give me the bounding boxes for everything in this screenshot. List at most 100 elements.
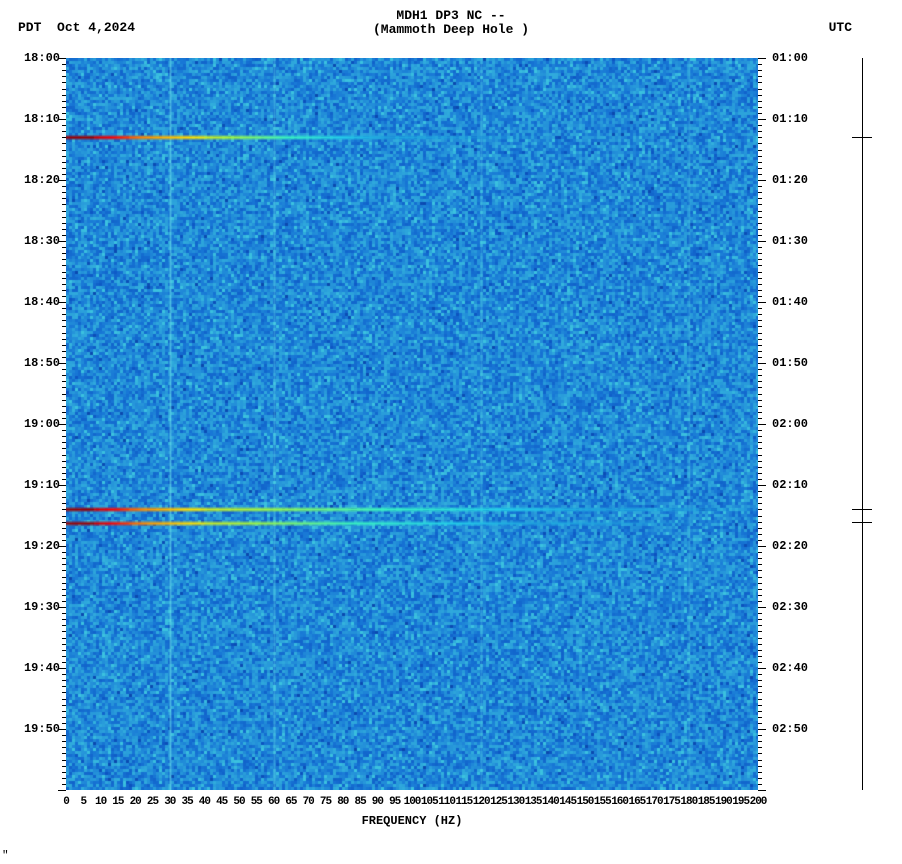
y-tick-right [758,577,762,578]
y-tick-right [758,82,762,83]
y-tick-left [62,686,66,687]
x-tick-label: 150 [577,796,594,808]
y-tick-right [758,247,762,248]
y-tick-left [62,369,66,370]
y-tick-left [62,70,66,71]
x-tick-label: 30 [164,796,175,808]
y-tick-left [62,314,66,315]
y-tick-label-right: 01:50 [772,356,808,370]
y-tick-left [62,394,66,395]
y-tick-left [62,778,66,779]
y-tick-right [758,235,762,236]
x-tick-label: 155 [594,796,611,808]
y-tick-label-left: 19:30 [24,600,60,614]
y-tick-right [758,442,762,443]
y-tick-right [758,638,762,639]
y-tick-left [62,436,66,437]
x-tick-label: 165 [628,796,645,808]
y-tick-left [62,253,66,254]
y-tick-right [758,89,762,90]
y-tick-left [62,589,66,590]
x-axis-title: FREQUENCY (HZ) [66,814,758,828]
y-tick-right [758,656,762,657]
y-tick-label-right: 02:40 [772,661,808,675]
y-tick-left [62,76,66,77]
y-tick-right [758,497,762,498]
y-tick-label-left: 19:40 [24,661,60,675]
y-tick-left [62,259,66,260]
y-tick-right [758,302,766,303]
y-tick-right [758,735,762,736]
x-tick-label: 175 [663,796,680,808]
x-tick-label: 115 [455,796,472,808]
y-tick-left [62,211,66,212]
y-tick-label-right: 01:20 [772,173,808,187]
y-tick-left [62,265,66,266]
y-tick-left [62,137,66,138]
y-tick-left [62,290,66,291]
footer-mark: " [2,850,9,862]
y-tick-right [758,607,766,608]
y-tick-left [62,418,66,419]
y-tick-right [758,491,762,492]
y-tick-left [62,479,66,480]
x-tick-label: 130 [507,796,524,808]
y-tick-left [62,351,66,352]
y-tick-left [62,247,66,248]
y-tick-left [62,113,66,114]
y-tick-right [758,394,762,395]
y-tick-right [758,204,762,205]
y-tick-left [62,150,66,151]
y-tick-left [62,339,66,340]
y-tick-right [758,613,762,614]
y-tick-left [62,217,66,218]
y-tick-right [758,217,762,218]
side-vline [862,58,863,790]
y-tick-right [758,326,762,327]
y-tick-left [62,272,66,273]
y-tick-right [758,558,762,559]
y-tick-left [62,522,66,523]
y-tick-left [62,326,66,327]
y-tick-label-right: 02:20 [772,539,808,553]
y-tick-left [62,430,66,431]
y-tick-right [758,278,762,279]
x-tick-label: 110 [438,796,455,808]
y-tick-left [62,595,66,596]
x-tick-label: 70 [303,796,314,808]
x-tick-label: 160 [611,796,628,808]
x-tick-label: 95 [389,796,400,808]
y-tick-left [62,82,66,83]
y-tick-left [62,540,66,541]
y-tick-right [758,308,762,309]
y-tick-right [758,70,762,71]
y-tick-left [62,638,66,639]
y-tick-right [758,150,762,151]
y-tick-label-right: 02:50 [772,722,808,736]
y-tick-right [758,137,762,138]
y-tick-right [758,180,766,181]
x-tick-label: 105 [421,796,438,808]
y-tick-right [758,485,766,486]
y-tick-right [758,503,762,504]
y-tick-right [758,723,762,724]
x-tick-label: 10 [95,796,106,808]
y-tick-right [758,400,762,401]
y-tick-left [62,723,66,724]
y-tick-right [758,729,766,730]
y-tick-left [62,662,66,663]
y-tick-left [62,455,66,456]
y-tick-left [62,735,66,736]
x-tick-label: 35 [181,796,192,808]
y-tick-right [758,131,762,132]
y-tick-left [62,198,66,199]
y-tick-left [62,143,66,144]
y-tick-left [62,412,66,413]
y-tick-left [62,516,66,517]
y-tick-right [758,339,762,340]
y-tick-right [758,668,766,669]
x-tick-label: 125 [490,796,507,808]
y-tick-right [758,272,762,273]
y-tick-left [62,174,66,175]
y-tick-right [758,265,762,266]
